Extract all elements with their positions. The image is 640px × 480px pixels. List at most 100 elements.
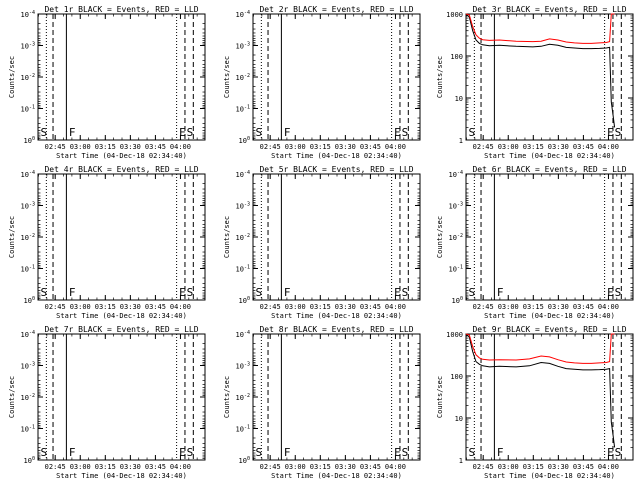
x-tick-label: 03:00 — [285, 463, 306, 471]
x-tick-label: 02:45 — [473, 143, 494, 151]
y-axis-label: Counts/sec — [223, 216, 231, 258]
marker-label: F — [284, 446, 291, 459]
x-tick-label: 03:30 — [548, 143, 569, 151]
marker-label: F — [284, 286, 291, 299]
x-tick-label: 02:45 — [260, 463, 281, 471]
y-tick-label: 10-4 — [21, 10, 35, 19]
y-tick-label: 10-2 — [236, 393, 250, 402]
x-tick-label: 03:00 — [70, 143, 91, 151]
y-tick-label: 10-1 — [449, 265, 463, 274]
x-tick-label: 03:00 — [498, 463, 519, 471]
x-tick-label: 04:00 — [385, 303, 406, 311]
marker-label: E — [179, 126, 186, 139]
x-axis-label: Start Time (04-Dec-18 02:34:40) — [271, 472, 402, 480]
x-tick-label: 03:00 — [498, 143, 519, 151]
x-axis-label: Start Time (04-Dec-18 02:34:40) — [56, 472, 187, 480]
x-tick-label: 02:45 — [45, 143, 66, 151]
y-tick-label: 10 — [455, 95, 463, 103]
x-tick-label: 03:15 — [95, 463, 116, 471]
x-tick-label: 04:00 — [598, 463, 619, 471]
x-tick-label: 02:45 — [473, 303, 494, 311]
x-tick-label: 03:45 — [360, 143, 381, 151]
marker-label: S — [41, 286, 48, 299]
y-tick-label: 10-1 — [21, 425, 35, 434]
plot-frame — [465, 173, 634, 301]
x-tick-label: 03:30 — [120, 143, 141, 151]
y-tick-label: 10-3 — [236, 362, 250, 371]
marker-label: S — [402, 126, 409, 139]
panel-title: Det 3r BLACK = Events, RED = LLD — [472, 5, 626, 14]
x-tick-label: 04:00 — [170, 303, 191, 311]
x-tick-label: 03:30 — [335, 303, 356, 311]
detector-panel: Det 4r BLACK = Events, RED = LLD Counts/s… — [8, 165, 206, 320]
y-tick-label: 10-1 — [21, 265, 35, 274]
y-tick-label: 10-3 — [21, 202, 35, 211]
x-tick-label: 02:45 — [473, 463, 494, 471]
plot-frame — [252, 333, 421, 461]
marker-label: E — [607, 126, 614, 139]
marker-label: F — [69, 446, 76, 459]
detector-panel: Det 6r BLACK = Events, RED = LLD Counts/s… — [436, 165, 634, 320]
x-tick-label: 03:45 — [145, 143, 166, 151]
x-tick-label: 03:00 — [70, 303, 91, 311]
y-tick-label: 10-1 — [236, 425, 250, 434]
marker-label: F — [69, 126, 76, 139]
y-tick-label: 10-4 — [236, 10, 250, 19]
marker-label: E — [394, 126, 401, 139]
x-tick-label: 03:15 — [523, 463, 544, 471]
marker-label: S — [402, 446, 409, 459]
y-tick-label: 10-2 — [236, 73, 250, 82]
x-tick-label: 03:45 — [573, 303, 594, 311]
x-tick-label: 03:45 — [573, 143, 594, 151]
plot-frame — [37, 173, 206, 301]
y-tick-label: 10-2 — [236, 233, 250, 242]
marker-label: S — [469, 446, 476, 459]
y-tick-label: 10-1 — [236, 105, 250, 114]
x-tick-label: 04:00 — [598, 303, 619, 311]
marker-label: E — [179, 446, 186, 459]
x-tick-label: 03:45 — [145, 463, 166, 471]
y-tick-label: 10-3 — [236, 42, 250, 51]
y-tick-label: 10-3 — [236, 202, 250, 211]
plot-frame — [252, 173, 421, 301]
marker-label: E — [607, 446, 614, 459]
x-tick-label: 03:30 — [120, 463, 141, 471]
y-tick-label: 10-4 — [236, 330, 250, 339]
events-series-line — [465, 333, 616, 448]
y-tick-label: 10-2 — [449, 233, 463, 242]
panel-title: Det 6r BLACK = Events, RED = LLD — [472, 165, 626, 174]
y-axis-label: Counts/sec — [436, 56, 444, 98]
y-tick-label: 10 — [455, 415, 463, 423]
y-axis-label: Counts/sec — [8, 216, 16, 258]
x-tick-label: 03:30 — [120, 303, 141, 311]
x-tick-label: 02:45 — [260, 143, 281, 151]
marker-label: S — [615, 126, 622, 139]
detector-panel: Det 2r BLACK = Events, RED = LLD Counts/s… — [223, 5, 421, 160]
y-tick-label: 10-2 — [21, 73, 35, 82]
x-tick-label: 04:00 — [170, 463, 191, 471]
marker-label: S — [402, 286, 409, 299]
detector-panel: Det 1r BLACK = Events, RED = LLD Counts/s… — [8, 5, 206, 160]
plot-frame — [465, 333, 634, 461]
marker-label: S — [469, 126, 476, 139]
x-tick-label: 03:00 — [285, 303, 306, 311]
y-axis-label: Counts/sec — [8, 56, 16, 98]
x-axis-label: Start Time (04-Dec-18 02:34:40) — [271, 152, 402, 160]
y-tick-label: 10-1 — [21, 105, 35, 114]
x-tick-label: 04:00 — [385, 143, 406, 151]
y-axis-label: Counts/sec — [223, 376, 231, 418]
x-tick-label: 03:15 — [523, 303, 544, 311]
marker-label: F — [497, 446, 504, 459]
marker-label: F — [284, 126, 291, 139]
x-axis-label: Start Time (04-Dec-18 02:34:40) — [484, 312, 615, 320]
x-axis-label: Start Time (04-Dec-18 02:34:40) — [56, 152, 187, 160]
y-tick-label: 100 — [452, 296, 463, 305]
panel-title: Det 4r BLACK = Events, RED = LLD — [44, 165, 198, 174]
x-tick-label: 03:00 — [285, 143, 306, 151]
y-tick-label: 100 — [24, 456, 35, 465]
panel-title: Det 2r BLACK = Events, RED = LLD — [259, 5, 413, 14]
x-tick-label: 03:45 — [573, 463, 594, 471]
detector-panel: Det 8r BLACK = Events, RED = LLD Counts/s… — [223, 325, 421, 480]
lld-series-line — [465, 13, 615, 44]
detector-panel: Det 5r BLACK = Events, RED = LLD Counts/s… — [223, 165, 421, 320]
